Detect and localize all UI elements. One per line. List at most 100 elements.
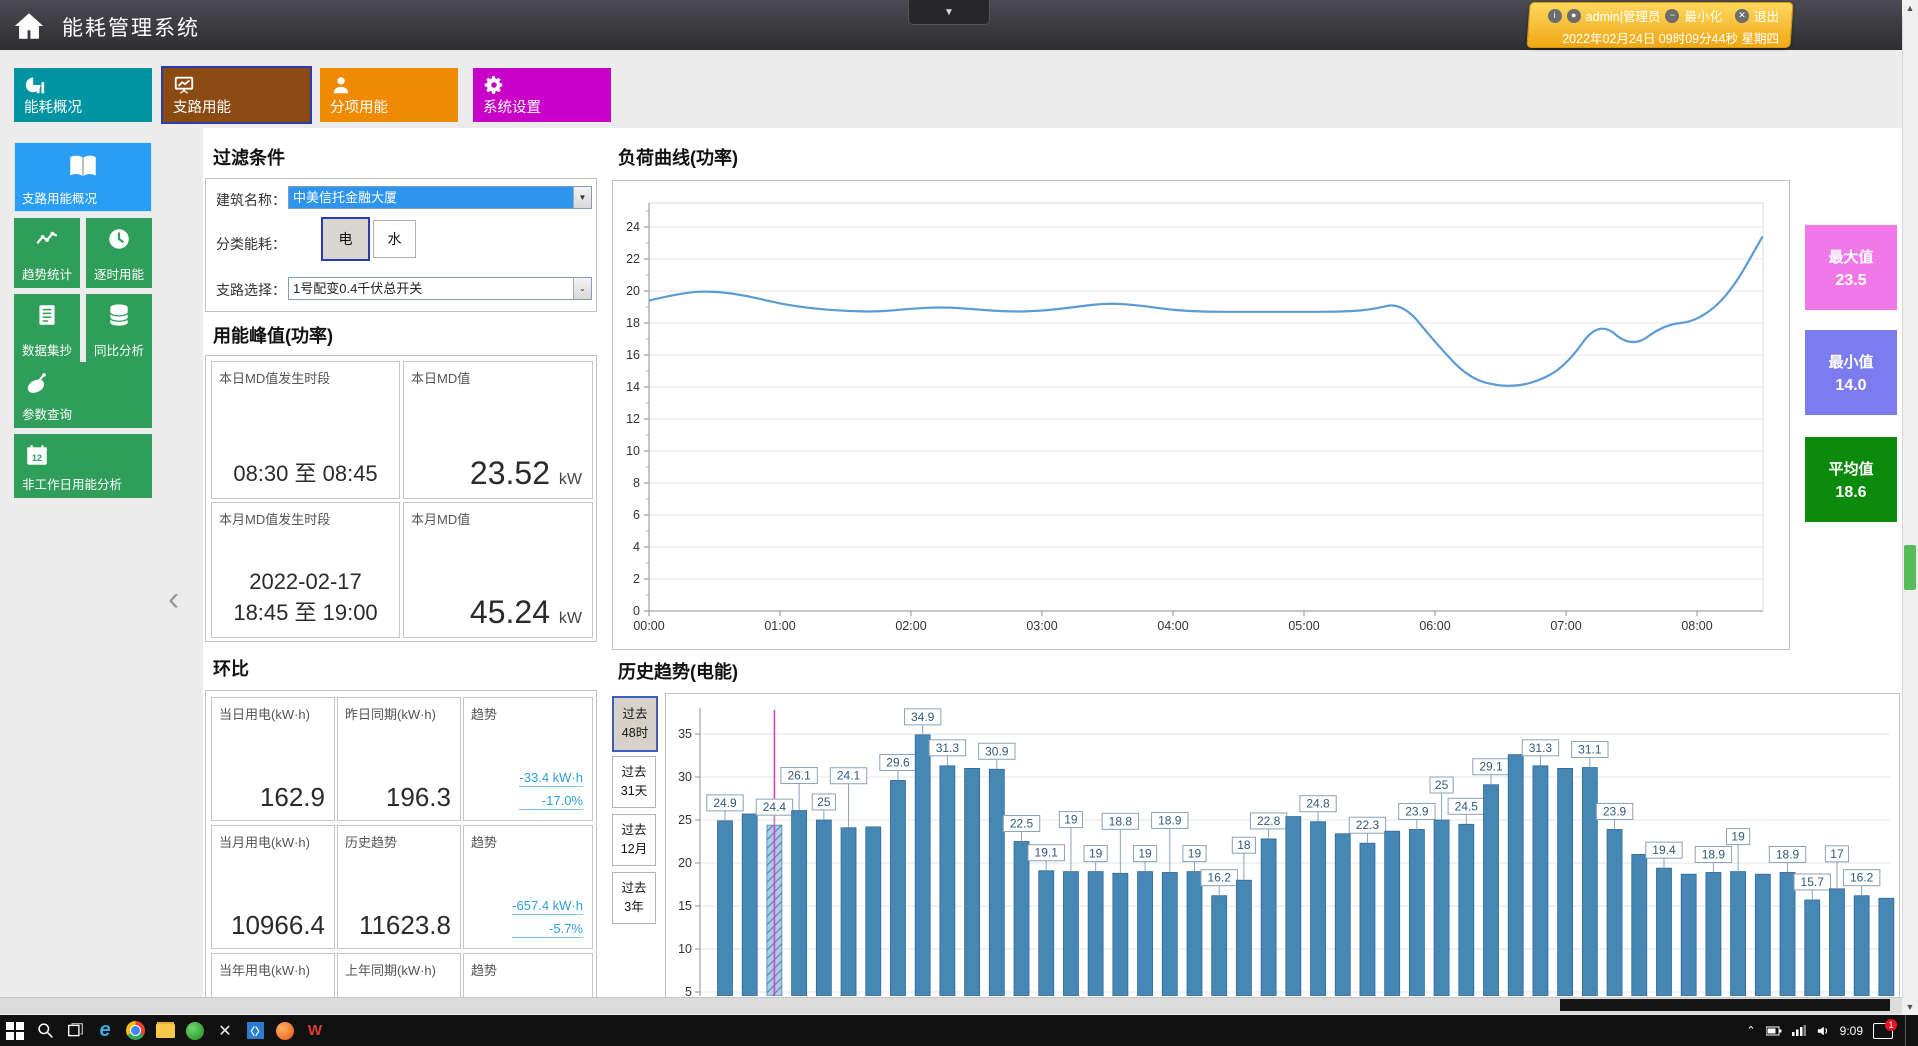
horizontal-scroll-thumb[interactable] xyxy=(1560,999,1890,1011)
folder-icon[interactable] xyxy=(150,1015,180,1046)
subitem-energy-icon xyxy=(330,74,352,96)
code-app-icon[interactable]: 〈〉 xyxy=(240,1015,270,1046)
category-electric-button[interactable]: 电 xyxy=(321,217,370,261)
svg-text:14: 14 xyxy=(626,380,640,394)
chevron-down-icon: ▼ xyxy=(944,7,954,18)
range-button-line2: 12月 xyxy=(621,840,647,859)
svg-text:34.9: 34.9 xyxy=(911,710,935,724)
taskbar-clock[interactable]: 9:09 xyxy=(1840,1024,1863,1038)
minimize-label[interactable]: 最小化 xyxy=(1684,6,1722,25)
ring-card-value: 162.9 xyxy=(260,782,325,813)
nav-tile-能耗概况[interactable]: 能耗概况 xyxy=(14,68,152,122)
nav-tile-分项用能[interactable]: 分项用能 xyxy=(320,68,458,122)
category-water-button[interactable]: 水 xyxy=(373,220,416,258)
database-icon xyxy=(106,302,132,328)
logout-label[interactable]: 退出 xyxy=(1754,6,1779,25)
edge-icon[interactable]: e xyxy=(90,1015,120,1046)
range-button-31天[interactable]: 过去31天 xyxy=(612,756,656,808)
svg-text:08:00: 08:00 xyxy=(1681,619,1712,633)
scroll-down-arrow[interactable]: ▼ xyxy=(1902,999,1918,1015)
svg-text:24.9: 24.9 xyxy=(713,796,737,810)
svg-text:18.9: 18.9 xyxy=(1702,847,1726,861)
range-button-line2: 3年 xyxy=(624,898,643,917)
close-icon[interactable]: ✕ xyxy=(1735,9,1749,23)
stat-box-最大值: 最大值23.5 xyxy=(1805,225,1897,310)
range-button-12月[interactable]: 过去12月 xyxy=(612,814,656,866)
trend-value: -17.0% xyxy=(519,793,583,810)
ring-card: 当年用电(kW·h) xyxy=(211,953,335,999)
fire-app-icon[interactable] xyxy=(270,1015,300,1046)
vertical-scrollbar[interactable] xyxy=(1902,0,1918,1015)
sidebar-item-趋势统计[interactable]: 趋势统计 xyxy=(14,218,80,288)
x-app-icon[interactable]: ✕ xyxy=(210,1015,240,1046)
svg-text:07:00: 07:00 xyxy=(1550,619,1581,633)
app-title: 能耗管理系统 xyxy=(62,12,200,42)
combo-dropdown-icon[interactable]: ▼ xyxy=(573,187,591,208)
building-name-value: 中美信托金融大厦 xyxy=(289,187,573,208)
svg-text:23.9: 23.9 xyxy=(1405,804,1429,818)
svg-text:25: 25 xyxy=(678,813,692,827)
sidebar-item-同比分析[interactable]: 同比分析 xyxy=(86,294,152,364)
building-name-combobox[interactable]: 中美信托金融大厦 ▼ xyxy=(288,186,592,209)
range-button-3年[interactable]: 过去3年 xyxy=(612,872,656,924)
svg-text:8: 8 xyxy=(633,476,640,490)
satellite-icon xyxy=(24,370,50,396)
stat-box-最小值: 最小值14.0 xyxy=(1805,330,1897,415)
task-view-button[interactable] xyxy=(60,1015,90,1046)
nav-tile-系统设置[interactable]: 系统设置 xyxy=(473,68,611,122)
green-app-icon[interactable] xyxy=(180,1015,210,1046)
notification-badge: 1 xyxy=(1885,1019,1897,1031)
sidebar-item-数据集抄[interactable]: 数据集抄 xyxy=(14,294,80,364)
branch-select-dropdown[interactable]: 1号配变0.4千伏总开关 ⌄ xyxy=(288,277,592,300)
select-dropdown-icon[interactable]: ⌄ xyxy=(573,278,591,299)
panel-collapse-chevron[interactable]: ‹ xyxy=(168,582,179,616)
peak-card-label: 本日MD值 xyxy=(411,368,470,387)
header-collapse-tab[interactable]: ▼ xyxy=(908,0,990,25)
battery-icon[interactable] xyxy=(1766,1026,1782,1036)
peak-section-title: 用能峰值(功率) xyxy=(213,322,333,348)
range-button-line2: 31天 xyxy=(621,782,647,801)
volume-icon[interactable] xyxy=(1816,1025,1830,1037)
datetime-row: 2022年02月24日 09时09分44秒 星期四 xyxy=(1529,25,1791,47)
sidebar-item-逐时用能[interactable]: 逐时用能 xyxy=(86,218,152,288)
user-info-row: i ● admin|管理员 − 最小化 ✕ 退出 xyxy=(1529,3,1791,25)
svg-text:6: 6 xyxy=(633,508,640,522)
range-button-48时[interactable]: 过去48时 xyxy=(612,696,658,752)
info-icon[interactable]: i xyxy=(1548,9,1562,23)
start-button[interactable] xyxy=(0,1015,30,1046)
svg-text:22.3: 22.3 xyxy=(1356,818,1380,832)
ring-card-label: 当年用电(kW·h) xyxy=(219,960,310,979)
notification-icon[interactable]: 1 xyxy=(1873,1023,1893,1039)
peak-card-label: 本月MD值发生时段 xyxy=(219,509,330,528)
vertical-scroll-thumb[interactable] xyxy=(1904,545,1916,590)
network-icon[interactable] xyxy=(1792,1025,1806,1036)
sidebar-item-label: 支路用能概况 xyxy=(22,188,97,207)
sidebar-item-label: 逐时用能 xyxy=(94,264,144,283)
show-desktop-strip[interactable] xyxy=(1905,1015,1910,1046)
range-button-line1: 过去 xyxy=(621,821,646,840)
wps-app-icon[interactable]: W xyxy=(300,1015,330,1046)
svg-text:24: 24 xyxy=(626,220,640,234)
minimize-icon[interactable]: − xyxy=(1665,9,1679,23)
peak-value-number: 23.52 xyxy=(470,455,550,491)
sidebar-item-label: 非工作日用能分析 xyxy=(22,474,122,493)
stat-box-label: 最小值 xyxy=(1828,351,1873,372)
nav-tile-支路用能[interactable]: 支路用能 xyxy=(163,68,310,122)
peak-box: 本日MD值发生时段08:30 至 08:45本日MD值23.52 kW本月MD值… xyxy=(205,355,597,642)
trend-icon xyxy=(34,226,60,252)
scroll-up-arrow[interactable]: ▲ xyxy=(1902,0,1918,16)
range-button-line1: 过去 xyxy=(621,763,646,782)
peak-card: 本月MD值45.24 kW xyxy=(403,502,593,638)
ring-card-label: 历史趋势 xyxy=(345,832,397,851)
tray-expand-icon[interactable]: ⌃ xyxy=(1746,1024,1755,1037)
sidebar-item-非工作日用能分析[interactable]: 12非工作日用能分析 xyxy=(14,434,152,498)
chrome-icon[interactable] xyxy=(120,1015,150,1046)
ring-card-value: 10966.4 xyxy=(231,910,325,941)
search-button[interactable] xyxy=(30,1015,60,1046)
ring-card-trends: -657.4 kW·h-5.7% xyxy=(512,892,583,938)
sidebar-item-参数查询[interactable]: 参数查询 xyxy=(14,362,152,428)
home-icon[interactable] xyxy=(12,9,46,41)
ring-card-trends: -33.4 kW·h-17.0% xyxy=(519,764,583,810)
svg-text:03:00: 03:00 xyxy=(1026,619,1057,633)
sidebar-item-支路用能概况[interactable]: 支路用能概况 xyxy=(14,142,152,212)
